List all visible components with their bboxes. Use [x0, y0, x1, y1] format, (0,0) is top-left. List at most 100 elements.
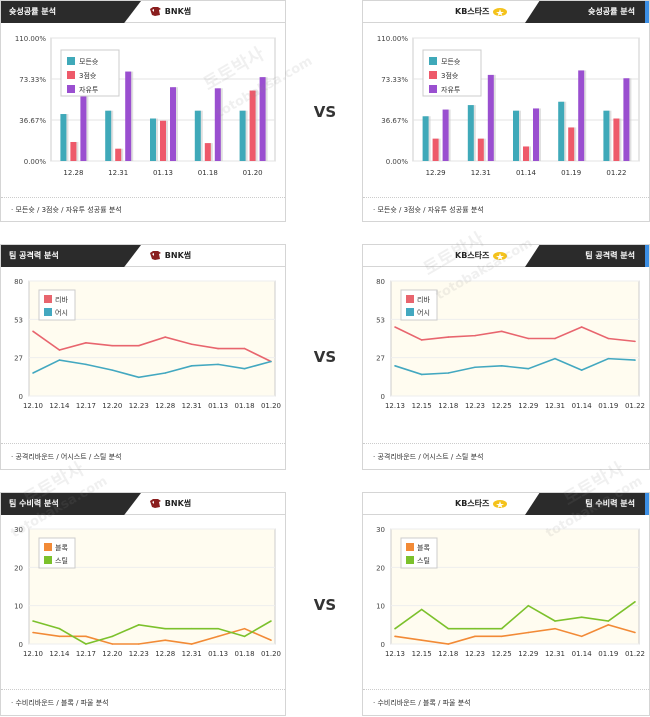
data-point — [580, 326, 583, 328]
y-tick-label: 20 — [14, 564, 23, 572]
bar — [105, 110, 112, 161]
data-point — [243, 627, 246, 630]
x-tick-label: 12.15 — [412, 402, 432, 410]
kb-stars-logo-icon — [493, 7, 508, 16]
panel-header: 팀 공격력 분석 BNK썸 — [1, 245, 285, 267]
legend-swatch — [406, 308, 414, 316]
legend-swatch — [44, 308, 52, 316]
y-tick-label: 0.00% — [386, 158, 409, 166]
x-tick-label: 12.31 — [545, 402, 565, 410]
legend-swatch — [67, 85, 75, 93]
y-tick-label: 73.33% — [381, 76, 408, 84]
data-point — [554, 627, 556, 630]
data-point — [474, 366, 476, 369]
panel-footer: · 수비리바운드 / 블록 / 파울 분석 — [1, 689, 285, 716]
x-tick-label: 01.13 — [153, 169, 173, 177]
legend-label: 리바 — [55, 295, 68, 304]
data-point — [111, 369, 114, 371]
data-point — [270, 360, 272, 363]
y-tick-label: 36.67% — [381, 117, 408, 125]
y-tick-label: 80 — [14, 278, 23, 286]
bullet-icon: · — [373, 699, 378, 707]
legend-swatch — [406, 543, 414, 551]
panel-title: 팀 공격력 분석 — [525, 245, 645, 267]
x-tick-label: 12.23 — [465, 402, 485, 410]
x-tick-label: 12.31 — [108, 169, 128, 177]
bar — [150, 118, 156, 161]
accent-bar — [645, 493, 649, 515]
y-tick-label: 10 — [376, 603, 385, 611]
x-tick-label: 12.18 — [438, 402, 458, 410]
accent-bar — [645, 1, 649, 23]
x-tick-label: 12.15 — [412, 650, 432, 658]
x-tick-label: 12.28 — [63, 169, 83, 177]
data-point — [190, 343, 193, 346]
data-point — [527, 367, 530, 370]
kb-stars-logo-icon — [493, 499, 508, 508]
x-tick-label: 12.17 — [76, 402, 96, 410]
y-tick-label: 73.33% — [19, 76, 46, 84]
bar — [442, 109, 449, 161]
team-name-left: BNK썸 — [149, 1, 191, 23]
x-tick-label: 01.22 — [625, 402, 645, 410]
data-point — [420, 639, 423, 641]
legend-swatch — [67, 71, 75, 79]
legend-swatch — [44, 556, 52, 564]
data-point — [217, 347, 219, 350]
series-line — [32, 359, 272, 379]
data-point — [32, 631, 34, 634]
legend-label: 어시 — [417, 308, 430, 317]
x-tick-label: 01.18 — [235, 402, 255, 410]
x-tick-label: 01.14 — [572, 402, 593, 410]
bar — [115, 148, 122, 161]
bar — [80, 89, 87, 161]
legend-label: 리바 — [417, 295, 430, 304]
team-name: BNK썸 — [164, 251, 192, 260]
legend-label: 3점슛 — [79, 72, 97, 80]
data-point — [527, 631, 530, 634]
data-point — [190, 627, 193, 630]
vs-label: VS — [313, 596, 337, 614]
x-tick-label: 12.28 — [155, 650, 175, 658]
x-tick-label: 12.20 — [102, 402, 122, 410]
x-tick-label: 01.22 — [625, 650, 645, 658]
legend-swatch — [429, 71, 437, 79]
panel-header: 팀 수비력 분석 BNK썸 — [1, 493, 285, 515]
data-point — [607, 337, 610, 340]
team-name: BNK썸 — [164, 7, 192, 16]
legend-label: 스틸 — [417, 557, 430, 565]
data-point — [164, 372, 167, 374]
team-name-right: KB스타즈 — [455, 493, 508, 515]
x-tick-label: 12.17 — [76, 650, 96, 658]
x-tick-label: 12.23 — [129, 402, 149, 410]
data-point — [137, 376, 140, 379]
legend-label: 자유투 — [79, 85, 99, 94]
bar — [70, 141, 77, 161]
data-point — [32, 620, 34, 622]
data-point — [243, 635, 246, 638]
x-tick-label: 01.13 — [208, 650, 228, 658]
team-name: KB스타즈 — [455, 499, 490, 508]
legend-label: 어시 — [55, 308, 68, 317]
data-point — [447, 627, 450, 630]
y-tick-label: 0 — [19, 393, 23, 401]
bar — [523, 146, 529, 161]
bar — [558, 101, 565, 161]
bullet-icon: · — [11, 206, 16, 214]
bar — [533, 108, 539, 161]
legend-swatch — [44, 543, 52, 551]
panel-title: 팀 공격력 분석 — [1, 245, 141, 267]
legend-swatch — [406, 556, 414, 564]
x-tick-label: 12.25 — [492, 402, 512, 410]
bnk-bull-logo-icon — [150, 251, 161, 260]
footer-text: 모든슛 / 3점슛 / 자유투 성공률 분석 — [15, 206, 122, 214]
bullet-icon: · — [373, 206, 378, 214]
shoot-chart-left: 110.00% 73.33% 36.67% 0.00% 12.28 12.31 01.13 0… — [15, 35, 276, 177]
bar — [603, 110, 610, 161]
team-name-right: KB스타즈 — [455, 1, 508, 23]
right-defense-panel: 팀 수비력 분석 KB스타즈 30 20 10 0 12.13 12.15 12.18 12.… — [362, 492, 650, 716]
left-attack-panel: 팀 공격력 분석 BNK썸 80 53 27 0 12.10 12.14 12.17 12.2… — [0, 244, 286, 470]
bar — [467, 105, 474, 161]
x-tick-label: 01.19 — [598, 650, 618, 658]
data-point — [394, 326, 396, 328]
